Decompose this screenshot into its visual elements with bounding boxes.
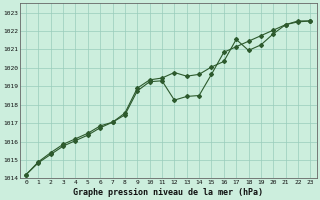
X-axis label: Graphe pression niveau de la mer (hPa): Graphe pression niveau de la mer (hPa): [73, 188, 263, 197]
